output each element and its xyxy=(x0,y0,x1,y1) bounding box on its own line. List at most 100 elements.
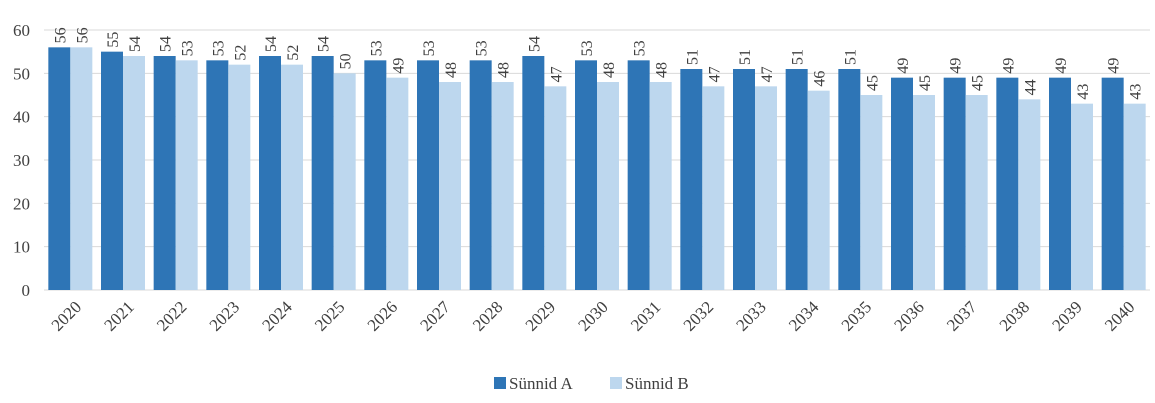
data-label: 46 xyxy=(812,71,829,87)
x-tick-label: 2034 xyxy=(785,297,823,335)
bar-a xyxy=(206,60,229,291)
bar-a xyxy=(469,60,492,291)
bar-b xyxy=(123,56,145,290)
x-tick-label: 2020 xyxy=(48,297,85,334)
data-label: 54 xyxy=(316,36,333,52)
data-label: 50 xyxy=(338,53,355,69)
data-label: 52 xyxy=(285,45,302,61)
data-label: 56 xyxy=(52,27,69,43)
data-label: 49 xyxy=(1000,58,1017,74)
bar-a xyxy=(364,60,387,291)
data-label: 49 xyxy=(895,58,912,74)
x-tick-label: 2036 xyxy=(890,297,927,334)
bar-a xyxy=(733,69,755,290)
bar-b xyxy=(439,82,461,290)
bars xyxy=(48,47,1146,291)
bar-a xyxy=(101,51,123,290)
y-tick-label: 0 xyxy=(22,281,31,300)
bar-b xyxy=(860,95,883,290)
data-label: 52 xyxy=(232,45,249,61)
x-tick-label: 2029 xyxy=(522,297,559,334)
data-label: 48 xyxy=(443,62,460,78)
x-tick-label: 2026 xyxy=(364,297,401,334)
bar-a xyxy=(311,56,334,290)
bar-b xyxy=(702,86,725,290)
x-axis: 2020 2021 2022 2023 2024 2025 2026 2027 2028 2029… xyxy=(48,297,1139,335)
data-label: 45 xyxy=(970,75,987,91)
bar-a xyxy=(996,77,1019,291)
bar-b xyxy=(649,82,672,290)
data-label: 48 xyxy=(601,62,618,78)
data-label: 53 xyxy=(579,40,596,56)
y-tick-label: 50 xyxy=(13,64,30,83)
bar-a xyxy=(153,56,176,290)
data-label: 55 xyxy=(105,32,122,48)
data-label: 47 xyxy=(548,66,565,82)
data-label: 56 xyxy=(74,27,91,43)
legend: Sünnid A Sünnid B xyxy=(494,374,689,393)
x-tick-label: 2027 xyxy=(416,297,454,335)
data-label: 44 xyxy=(1022,79,1039,95)
bar-a xyxy=(838,69,861,290)
x-tick-label: 2028 xyxy=(469,297,506,334)
bar-a xyxy=(522,56,545,290)
x-tick-label: 2039 xyxy=(1048,297,1085,334)
data-label: 49 xyxy=(1106,58,1123,74)
bar-b xyxy=(491,82,514,290)
data-label: 43 xyxy=(1128,84,1145,100)
data-label: 47 xyxy=(706,66,723,82)
x-tick-label: 2038 xyxy=(996,297,1033,334)
bar-b xyxy=(544,86,567,290)
bar-b xyxy=(807,90,830,291)
x-tick-label: 2024 xyxy=(258,297,296,335)
data-label: 53 xyxy=(632,40,649,56)
bar-b xyxy=(1018,99,1041,290)
data-label: 51 xyxy=(684,49,701,65)
y-axis: 0 10 20 30 40 50 60 xyxy=(13,21,30,300)
bar-b xyxy=(1123,103,1146,291)
x-tick-label: 2031 xyxy=(627,297,664,334)
bar-a xyxy=(575,60,597,291)
bar-a xyxy=(48,47,71,291)
bar-b xyxy=(70,47,93,291)
data-label: 48 xyxy=(654,62,671,78)
x-tick-label: 2035 xyxy=(838,297,875,334)
bar-a xyxy=(259,56,281,290)
x-tick-label: 2040 xyxy=(1101,297,1138,334)
data-label: 49 xyxy=(1053,58,1070,74)
bar-b xyxy=(1071,103,1093,291)
bar-b xyxy=(965,95,988,290)
legend-label: Sünnid A xyxy=(509,374,573,393)
bar-b xyxy=(597,82,619,290)
bar-a xyxy=(680,69,703,290)
bar-b xyxy=(333,73,356,290)
data-label: 53 xyxy=(474,40,491,56)
data-label: 45 xyxy=(864,75,881,91)
y-tick-label: 10 xyxy=(13,238,30,257)
bar-b xyxy=(755,86,777,290)
legend-swatch xyxy=(494,377,506,389)
bar-b xyxy=(386,77,409,291)
bar-b xyxy=(281,64,303,291)
data-label: 54 xyxy=(158,36,175,52)
data-label: 54 xyxy=(263,36,280,52)
data-label: 53 xyxy=(180,40,197,56)
bar-b xyxy=(228,64,251,291)
data-label: 43 xyxy=(1075,84,1092,100)
data-label: 47 xyxy=(759,66,776,82)
data-label: 49 xyxy=(390,58,407,74)
y-tick-label: 60 xyxy=(13,21,30,40)
bar-b xyxy=(175,60,198,291)
x-tick-label: 2022 xyxy=(153,297,190,334)
bar-a xyxy=(627,60,650,291)
y-tick-label: 30 xyxy=(13,151,30,170)
data-label: 54 xyxy=(526,36,543,52)
x-tick-label: 2030 xyxy=(574,297,611,334)
data-label: 49 xyxy=(948,58,965,74)
data-label: 51 xyxy=(737,49,754,65)
bar-a xyxy=(1101,77,1124,291)
x-tick-label: 2021 xyxy=(100,297,137,334)
legend-label: Sünnid B xyxy=(625,374,689,393)
